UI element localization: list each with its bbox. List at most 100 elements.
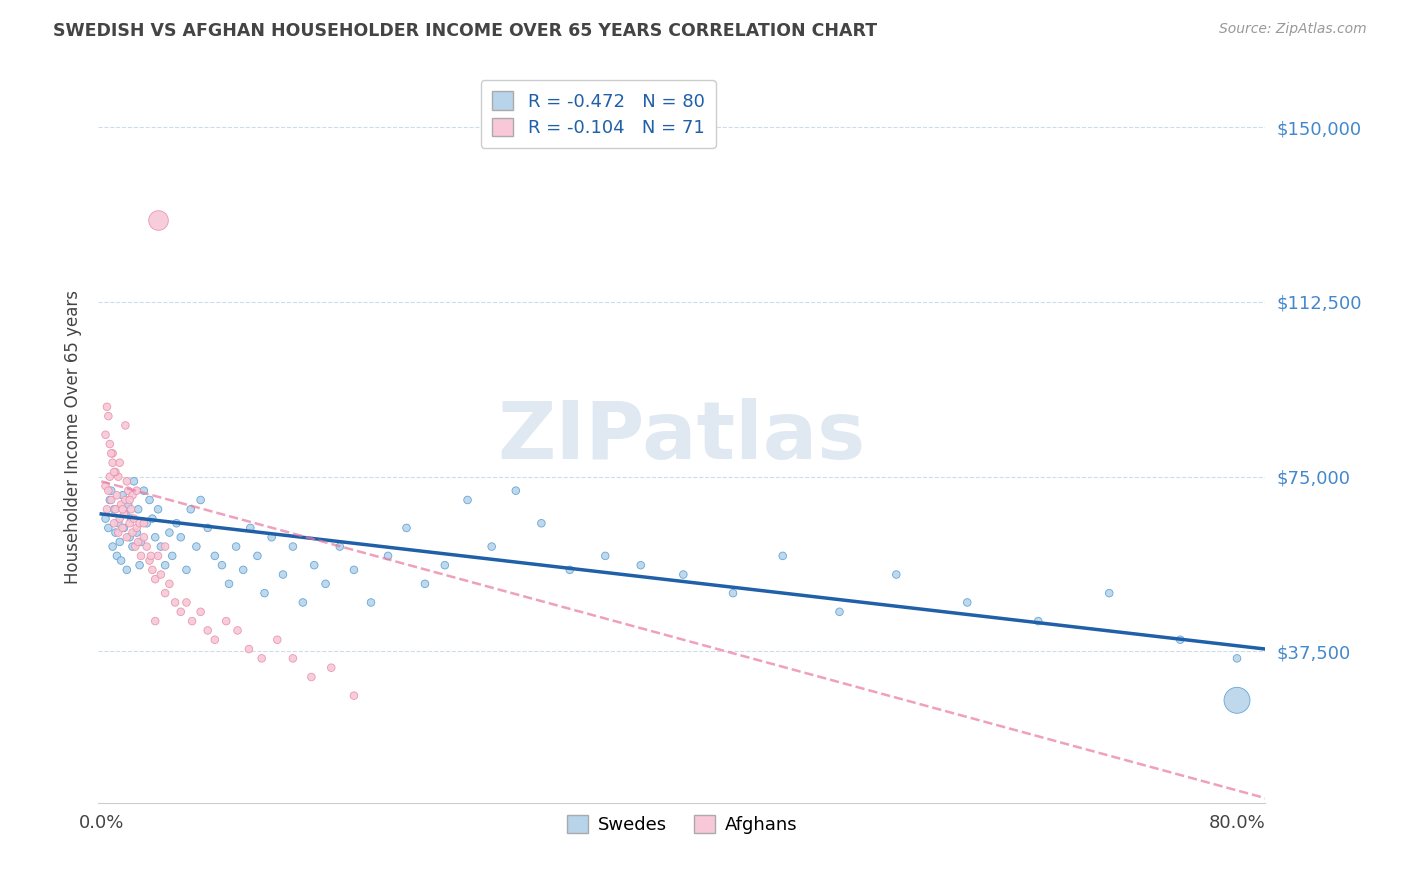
Point bbox=[721, 586, 744, 600]
Point bbox=[157, 525, 180, 540]
Point bbox=[97, 521, 120, 535]
Point bbox=[260, 530, 283, 544]
Point bbox=[115, 475, 138, 489]
Point bbox=[111, 488, 134, 502]
Point bbox=[186, 540, 208, 554]
Point bbox=[1026, 614, 1049, 628]
Point bbox=[253, 586, 276, 600]
Point bbox=[101, 540, 124, 554]
Point bbox=[315, 577, 337, 591]
Point bbox=[100, 483, 122, 498]
Point bbox=[132, 516, 155, 531]
Point bbox=[129, 535, 152, 549]
Point bbox=[104, 465, 127, 479]
Point bbox=[149, 567, 172, 582]
Legend: Swedes, Afghans: Swedes, Afghans bbox=[560, 807, 804, 841]
Point bbox=[115, 530, 138, 544]
Point bbox=[107, 525, 129, 540]
Point bbox=[125, 525, 148, 540]
Point bbox=[100, 446, 122, 460]
Point bbox=[125, 521, 148, 535]
Point bbox=[114, 418, 136, 433]
Point bbox=[149, 540, 172, 554]
Point bbox=[593, 549, 616, 563]
Point bbox=[1098, 586, 1121, 600]
Point bbox=[204, 549, 226, 563]
Point bbox=[138, 493, 160, 508]
Point bbox=[828, 605, 851, 619]
Text: SWEDISH VS AFGHAN HOUSEHOLDER INCOME OVER 65 YEARS CORRELATION CHART: SWEDISH VS AFGHAN HOUSEHOLDER INCOME OVE… bbox=[53, 22, 877, 40]
Point bbox=[1226, 693, 1249, 707]
Text: Source: ZipAtlas.com: Source: ZipAtlas.com bbox=[1219, 22, 1367, 37]
Point bbox=[104, 502, 127, 516]
Point bbox=[170, 530, 193, 544]
Point bbox=[108, 456, 131, 470]
Point bbox=[121, 540, 143, 554]
Point bbox=[100, 493, 122, 508]
Point bbox=[108, 511, 131, 525]
Point bbox=[143, 614, 166, 628]
Point bbox=[343, 563, 366, 577]
Point bbox=[97, 483, 120, 498]
Point bbox=[321, 661, 343, 675]
Point bbox=[143, 572, 166, 586]
Point bbox=[98, 469, 121, 483]
Point bbox=[505, 483, 527, 498]
Point bbox=[772, 549, 794, 563]
Point bbox=[302, 558, 325, 573]
Point bbox=[127, 535, 149, 549]
Point bbox=[226, 624, 249, 638]
Point bbox=[132, 483, 155, 498]
Point bbox=[118, 530, 141, 544]
Point bbox=[98, 437, 121, 451]
Point bbox=[121, 525, 143, 540]
Point bbox=[117, 498, 139, 512]
Point bbox=[135, 540, 157, 554]
Point bbox=[190, 493, 212, 508]
Point bbox=[630, 558, 652, 573]
Point bbox=[176, 595, 198, 609]
Point bbox=[114, 493, 136, 508]
Point bbox=[122, 475, 145, 489]
Point bbox=[94, 511, 117, 525]
Point bbox=[143, 530, 166, 544]
Point bbox=[271, 567, 294, 582]
Point bbox=[215, 614, 238, 628]
Point bbox=[211, 558, 233, 573]
Point bbox=[98, 493, 121, 508]
Point bbox=[104, 525, 127, 540]
Point bbox=[377, 549, 399, 563]
Point bbox=[281, 651, 304, 665]
Point bbox=[146, 213, 169, 227]
Point bbox=[107, 516, 129, 531]
Point bbox=[112, 521, 135, 535]
Point bbox=[96, 502, 118, 516]
Point bbox=[146, 549, 169, 563]
Point bbox=[299, 670, 322, 684]
Point bbox=[107, 469, 129, 483]
Point bbox=[115, 563, 138, 577]
Point bbox=[250, 651, 273, 665]
Point bbox=[125, 483, 148, 498]
Point bbox=[112, 507, 135, 521]
Point bbox=[105, 488, 128, 502]
Point bbox=[128, 516, 150, 531]
Point bbox=[94, 427, 117, 442]
Point bbox=[956, 595, 979, 609]
Point bbox=[197, 624, 219, 638]
Point bbox=[457, 493, 479, 508]
Point bbox=[153, 540, 176, 554]
Point bbox=[266, 632, 288, 647]
Point bbox=[481, 540, 503, 554]
Point bbox=[103, 465, 125, 479]
Point bbox=[395, 521, 418, 535]
Point bbox=[121, 488, 143, 502]
Point bbox=[281, 540, 304, 554]
Point bbox=[884, 567, 907, 582]
Point bbox=[120, 502, 142, 516]
Point bbox=[122, 511, 145, 525]
Point bbox=[218, 577, 240, 591]
Point bbox=[162, 549, 184, 563]
Point bbox=[153, 586, 176, 600]
Point bbox=[530, 516, 553, 531]
